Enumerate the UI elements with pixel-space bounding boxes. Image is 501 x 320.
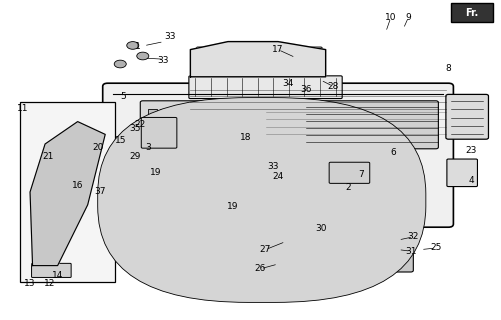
Text: 27: 27 xyxy=(260,245,271,254)
Bar xyxy=(20,102,115,282)
FancyBboxPatch shape xyxy=(329,162,370,183)
Text: 25: 25 xyxy=(430,244,441,252)
Text: 19: 19 xyxy=(150,168,161,177)
Text: Fr.: Fr. xyxy=(465,8,479,18)
FancyBboxPatch shape xyxy=(226,193,277,215)
Text: 19: 19 xyxy=(227,202,238,211)
Bar xyxy=(451,3,493,22)
FancyBboxPatch shape xyxy=(140,101,286,155)
Polygon shape xyxy=(190,42,326,77)
Text: 26: 26 xyxy=(255,264,266,273)
FancyBboxPatch shape xyxy=(447,159,477,187)
Text: 7: 7 xyxy=(358,170,364,179)
FancyBboxPatch shape xyxy=(98,98,426,302)
Text: 34: 34 xyxy=(283,79,294,88)
Text: 33: 33 xyxy=(165,32,176,41)
FancyBboxPatch shape xyxy=(298,101,438,149)
Text: 12: 12 xyxy=(45,279,56,288)
Text: 1: 1 xyxy=(135,42,141,51)
Text: 24: 24 xyxy=(273,172,284,180)
Text: 9: 9 xyxy=(405,13,411,22)
Text: 35: 35 xyxy=(130,124,141,132)
Text: 17: 17 xyxy=(273,45,284,54)
Bar xyxy=(173,109,182,150)
Text: 11: 11 xyxy=(17,104,28,113)
FancyBboxPatch shape xyxy=(32,263,71,277)
Text: 8: 8 xyxy=(445,64,451,73)
Text: 2: 2 xyxy=(345,183,351,192)
Text: 22: 22 xyxy=(135,120,146,129)
Text: 14: 14 xyxy=(52,271,63,280)
Text: 33: 33 xyxy=(157,56,168,65)
Text: 33: 33 xyxy=(268,162,279,171)
FancyBboxPatch shape xyxy=(321,234,413,272)
Text: 4: 4 xyxy=(468,176,474,185)
FancyBboxPatch shape xyxy=(189,76,342,99)
Circle shape xyxy=(114,60,126,68)
Text: 10: 10 xyxy=(385,13,396,22)
Text: 21: 21 xyxy=(42,152,53,161)
FancyBboxPatch shape xyxy=(141,117,177,148)
Circle shape xyxy=(127,42,139,49)
FancyBboxPatch shape xyxy=(196,47,322,73)
Polygon shape xyxy=(30,122,105,266)
Text: 31: 31 xyxy=(405,247,416,256)
Text: 6: 6 xyxy=(390,148,396,156)
Text: 16: 16 xyxy=(72,181,83,190)
Bar xyxy=(160,109,169,150)
FancyBboxPatch shape xyxy=(103,83,453,227)
FancyBboxPatch shape xyxy=(446,94,488,139)
Text: 20: 20 xyxy=(92,143,103,152)
Text: 29: 29 xyxy=(130,152,141,161)
Text: 28: 28 xyxy=(328,82,339,91)
Text: 23: 23 xyxy=(465,146,476,155)
Bar xyxy=(148,109,157,150)
Text: 30: 30 xyxy=(315,224,326,233)
Text: 37: 37 xyxy=(95,188,106,196)
Text: 13: 13 xyxy=(25,279,36,288)
Text: 5: 5 xyxy=(120,92,126,100)
Circle shape xyxy=(137,52,149,60)
Text: 3: 3 xyxy=(145,143,151,152)
Text: 32: 32 xyxy=(408,232,419,241)
Text: 18: 18 xyxy=(240,133,251,142)
Text: 36: 36 xyxy=(300,85,311,94)
Text: 15: 15 xyxy=(115,136,126,145)
